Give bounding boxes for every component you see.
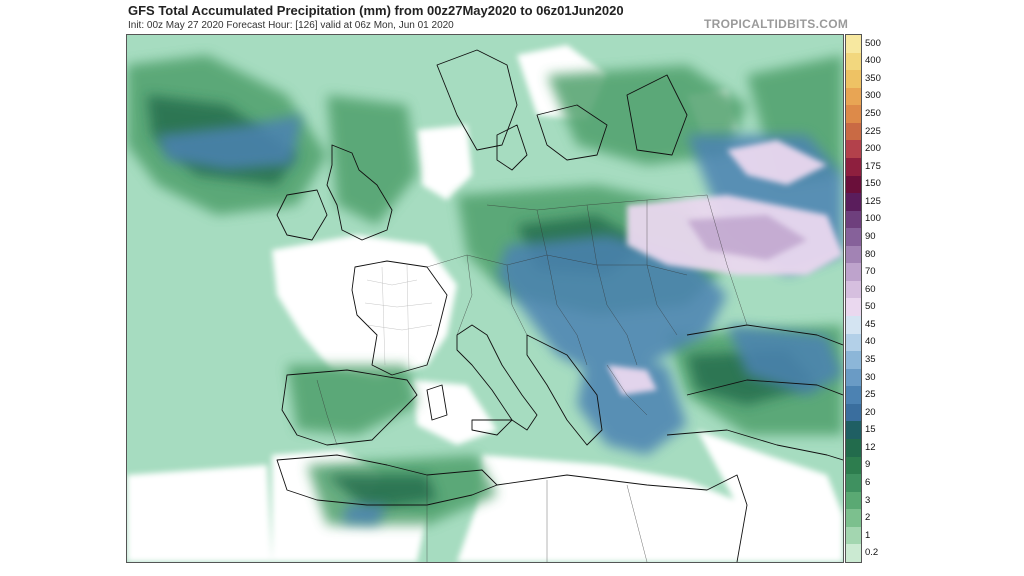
colorbar-label: 150 [865,178,881,190]
colorbar-segment [846,509,861,527]
precipitation-map [126,34,844,563]
colorbar-label: 100 [865,213,881,225]
colorbar-segment [846,491,861,510]
colorbar-segment [846,70,861,88]
map-title: GFS Total Accumulated Precipitation (mm)… [128,3,624,18]
colorbar-label: 20 [865,406,876,418]
colorbar-segment [846,368,861,387]
colorbar-segment [846,193,861,211]
colorbar-label: 25 [865,389,876,401]
colorbar-segment [846,35,861,53]
colorbar-label: 40 [865,336,876,348]
colorbar-label: 30 [865,371,876,383]
colorbar-label: 50 [865,301,876,313]
colorbar-label: 80 [865,248,876,260]
colorbar-segment [846,280,861,299]
colorbar-label: 3 [865,494,871,506]
colorbar-segment [846,140,861,158]
colorbar-segment [846,386,861,404]
colorbar-segment [846,403,861,422]
colorbar-segment [846,122,861,141]
colorbar-segment [846,263,861,281]
colorbar-segment [846,210,861,229]
colorbar-segment [846,421,861,439]
colorbar-segment [846,298,861,316]
colorbar-labels: 500 400 350 300 250 225 200 175 150 125 100 90 80 70 6… [865,34,905,563]
region-borders [364,264,433,371]
colorbar-segment [846,316,861,334]
colorbar-segment [846,351,861,369]
site-watermark: TROPICALTIDBITS.COM [704,17,849,31]
colorbar-label: 9 [865,459,871,471]
colorbar-label: 400 [865,55,881,67]
colorbar-segment [846,456,861,475]
colorbar-label: 1 [865,529,871,541]
colorbar-label: 45 [865,318,876,330]
colorbar-label: 250 [865,108,881,120]
colorbar-segment [846,526,861,545]
colorbar-segment [846,52,861,71]
colorbar-segment [846,105,861,123]
colorbar-label: 2 [865,512,871,524]
colorbar-segment [846,157,861,176]
colorbar-label: 225 [865,125,881,137]
colorbar-label: 70 [865,266,876,278]
map-subtitle: Init: 00z May 27 2020 Forecast Hour: [12… [128,20,454,31]
precip-colorbar [845,34,862,563]
colorbar-segment [846,175,861,194]
very-heavy-precip-purple-dark [687,215,807,260]
colorbar-label: 60 [865,283,876,295]
colorbar-segment [846,438,861,457]
colorbar-label: 200 [865,143,881,155]
colorbar-label: 0.2 [865,547,879,559]
colorbar-segment [846,544,861,562]
colorbar-label: 350 [865,72,881,84]
colorbar-label: 300 [865,90,881,102]
colorbar-label: 15 [865,424,876,436]
colorbar-label: 12 [865,441,876,453]
coastlines [276,49,843,562]
colorbar-segment [846,333,861,352]
colorbar-label: 35 [865,353,876,365]
colorbar-label: 175 [865,160,881,172]
colorbar-segment [846,87,861,106]
colorbar-label: 125 [865,195,881,207]
colorbar-label: 90 [865,231,876,243]
colorbar-segment [846,245,861,264]
colorbar-label: 500 [865,37,881,49]
colorbar-label: 6 [865,476,871,488]
colorbar-segment [846,474,861,492]
country-borders [316,194,748,562]
colorbar-segment [846,228,861,246]
